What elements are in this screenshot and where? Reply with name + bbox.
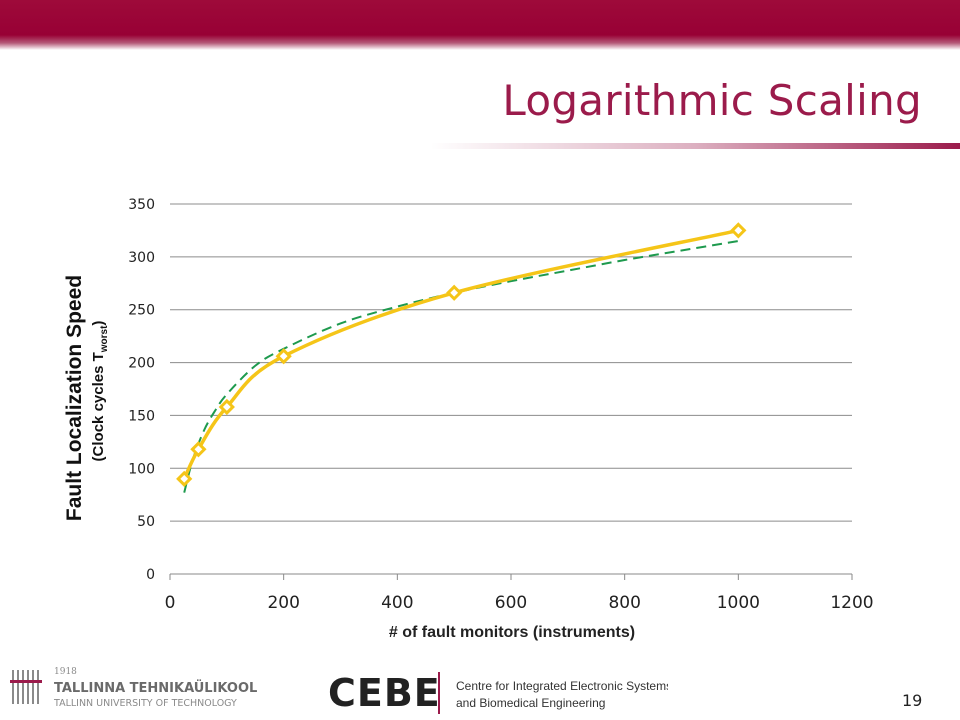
x-tick-label: 200 xyxy=(267,593,299,613)
log-trendline xyxy=(183,240,739,493)
slide-title: Logarithmic Scaling xyxy=(502,76,922,125)
x-tick-label: 800 xyxy=(608,593,640,613)
data-point-marker xyxy=(218,398,235,416)
university-emblem-icon xyxy=(10,670,42,704)
data-point-marker xyxy=(446,284,463,301)
x-tick-label: 600 xyxy=(495,593,527,613)
grid-lines xyxy=(170,203,852,522)
title-underline xyxy=(430,143,960,149)
y-axis-subtitle-group: (Clock cycles Tworst) xyxy=(90,321,110,462)
y-axis-subtitle-main: (Clock cycles T xyxy=(90,352,107,461)
y-axis-subtitle-subscript: worst xyxy=(99,325,110,353)
data-point-marker xyxy=(275,348,292,365)
university-name: TALLINNA TEHNIKAÜLIKOOL xyxy=(54,680,257,696)
x-tick-label: 1000 xyxy=(717,593,760,613)
y-tick-label: 150 xyxy=(128,408,155,424)
data-point-marker xyxy=(190,441,207,458)
y-tick-label: 350 xyxy=(128,197,155,213)
cebe-line-1: Centre for Integrated Electronic Systems xyxy=(456,679,668,693)
data-point-marker xyxy=(730,222,747,239)
axis-tick-labels: 0 50 100 150 200 250 300 350 0 200 400 600 800 1000 12… xyxy=(128,197,873,613)
x-tick-label: 400 xyxy=(381,593,413,613)
x-tick-label: 0 xyxy=(165,593,176,613)
data-point-marker xyxy=(176,470,193,487)
tallinn-university-logo: 1918 TALLINNA TEHNIKAÜLIKOOL TALLINN UNI… xyxy=(10,667,257,709)
x-tick-label: 1200 xyxy=(830,593,873,613)
y-axis-subtitle-suffix: ) xyxy=(90,321,107,326)
y-tick-label: 100 xyxy=(128,461,155,477)
y-tick-label: 200 xyxy=(128,356,155,372)
university-year: 1918 xyxy=(54,667,77,677)
header-banner xyxy=(0,0,960,50)
y-tick-label: 0 xyxy=(146,567,155,583)
university-name-en: TALLINN UNIVERSITY OF TECHNOLOGY xyxy=(53,698,237,709)
y-tick-label: 250 xyxy=(128,303,155,319)
y-tick-label: 50 xyxy=(137,514,155,530)
y-axis-title: Fault Localization Speed xyxy=(63,275,86,521)
y-axis-subtitle: (Clock cycles Tworst) xyxy=(90,321,110,462)
y-tick-label: 300 xyxy=(128,250,155,266)
y-axis-title-group: Fault Localization Speed xyxy=(63,275,86,521)
chart: 0 50 100 150 200 250 300 350 0 200 400 600 800 1000 12… xyxy=(63,197,874,641)
cebe-wordmark: CEBE xyxy=(328,671,441,715)
x-axis-title: # of fault monitors (instruments) xyxy=(389,624,635,641)
cebe-divider xyxy=(438,672,440,714)
data-markers xyxy=(176,222,747,487)
cebe-line-2: and Biomedical Engineering xyxy=(456,696,605,710)
page-number: 19 xyxy=(902,691,923,710)
cebe-logo: CEBE Centre for Integrated Electronic Sy… xyxy=(328,671,668,715)
data-series-line xyxy=(182,228,739,480)
